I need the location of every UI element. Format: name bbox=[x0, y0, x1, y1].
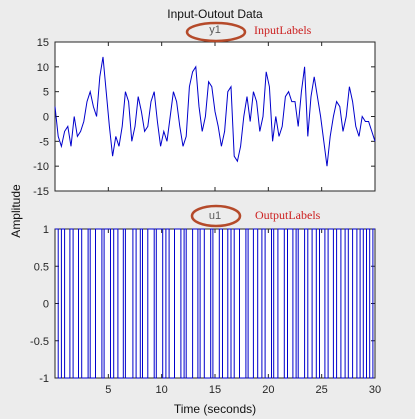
x-axis-label: Time (seconds) bbox=[174, 402, 256, 416]
y-tick-label: -5 bbox=[39, 136, 49, 148]
panel-y1-ticks: 15 10 5 0 -5 -10 -15 bbox=[33, 37, 376, 198]
annotation-ellipse-outputlabels bbox=[190, 204, 242, 228]
y-tick-label: -10 bbox=[33, 161, 49, 173]
x-tick-label: 20 bbox=[262, 384, 274, 396]
panel-u1-ticks: 1 0.5 0 -0.5 -1 5 10 15 20 25 30 bbox=[30, 224, 381, 396]
y-tick-label: -15 bbox=[33, 186, 49, 198]
y-tick-label: 0.5 bbox=[34, 261, 49, 273]
y-tick-label: 0 bbox=[43, 299, 49, 311]
series-u1-line bbox=[55, 228, 375, 379]
x-tick-label: 10 bbox=[156, 384, 168, 396]
channel-label-y1: y1 bbox=[209, 24, 221, 36]
annotation-outputlabels: OutputLabels bbox=[255, 208, 321, 222]
y-tick-label: -1 bbox=[39, 373, 49, 385]
figure-title: Input-Outout Data bbox=[167, 7, 263, 21]
annotation-ellipse-inputlabels bbox=[185, 21, 247, 43]
x-tick-label: 15 bbox=[209, 384, 221, 396]
y-tick-label: 5 bbox=[43, 87, 49, 99]
series-y1-line bbox=[54, 56, 376, 167]
axes-panel-u1[interactable] bbox=[54, 228, 376, 379]
y-tick-label: 1 bbox=[43, 224, 49, 236]
y-axis-label: Amplitude bbox=[9, 184, 23, 238]
axes-panel-y1[interactable] bbox=[54, 41, 376, 192]
x-tick-label: 30 bbox=[369, 384, 381, 396]
x-tick-label: 25 bbox=[316, 384, 328, 396]
annotation-inputlabels: InputLabels bbox=[254, 23, 312, 37]
y-tick-label: 10 bbox=[37, 62, 49, 74]
y-tick-label: 0 bbox=[43, 112, 49, 124]
channel-label-u1: u1 bbox=[209, 210, 221, 222]
x-tick-label: 5 bbox=[105, 384, 111, 396]
y-tick-label: 15 bbox=[37, 37, 49, 49]
y-tick-label: -0.5 bbox=[30, 336, 49, 348]
